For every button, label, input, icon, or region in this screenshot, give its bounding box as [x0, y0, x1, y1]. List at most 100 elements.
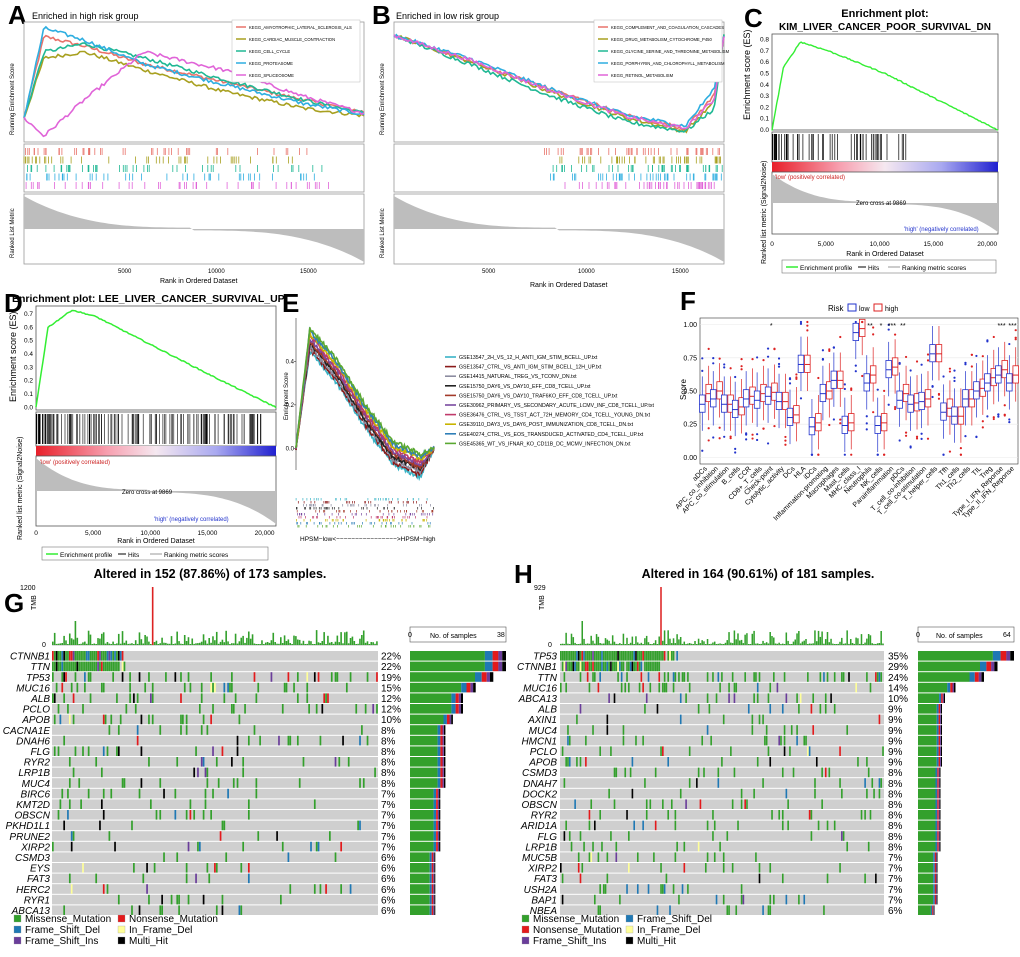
panel-g-percent-19: 7% [381, 842, 396, 853]
panel-c-title-line2: KIM_LIVER_CANCER_POOR_SURVIVAL_DN [779, 22, 991, 33]
panel-g-tmb-bar [174, 643, 177, 645]
panel-h-mutation-cell [601, 651, 603, 661]
panel-g-mutation-cell [330, 672, 333, 682]
panel-h-percent-6: 9% [888, 705, 903, 716]
panel-a-xtick-0: 5000 [118, 269, 132, 275]
panel-h-mutation-cell [633, 820, 635, 831]
panel-g-sample-bar-seg [444, 746, 446, 756]
panel-f-outlier-high [707, 347, 710, 350]
panel-h-mutation-cell [706, 725, 709, 735]
panel-g-mutation-cell [347, 757, 350, 767]
panel-g-mutation-cell [76, 682, 79, 693]
panel-h-mutation-cell [706, 672, 709, 682]
panel-h-mutation-cell [819, 704, 822, 714]
panel-g-mutation-cell [102, 788, 105, 799]
panel-h-tmb-bar [586, 643, 589, 645]
panel-g-tmb-bar [121, 631, 124, 645]
panel-g-sample-bar-seg [429, 873, 432, 884]
panel-e-bottom-label: HPSM−low<−−−−−−−−−−−−−−−−>HPSM−high [300, 536, 436, 543]
panel-h-sample-bar-seg [981, 672, 984, 682]
panel-h-sample-bar-seg [937, 767, 939, 778]
panel-g-tmb-bar [231, 643, 233, 645]
panel-h-mutation-cell [672, 682, 675, 693]
panel-h-mutation-cell [660, 863, 662, 873]
panel-g-mutation-cell [102, 651, 105, 661]
panel-h-mutation-cell [713, 852, 716, 862]
panel-h-tmb-bar [794, 639, 797, 645]
panel-h-mutation-cell [636, 852, 639, 862]
panel-h-tmb-bar [781, 643, 784, 645]
panel-f-outlier-high [718, 426, 721, 429]
panel-g-sample-bar-seg [437, 788, 440, 799]
panel-h-tmb-bar [628, 644, 630, 645]
panel-g-sample-bar-seg [434, 884, 436, 894]
panel-h-gene-muc5b: MUC5B [522, 853, 557, 864]
panel-g-mutation-cell [345, 682, 348, 693]
panel-g-sample-bar-seg [410, 841, 434, 852]
panel-h-tmb-bar [579, 643, 582, 645]
panel-g-mutation-cell [72, 767, 75, 778]
panel-h-sample-bar-seg [918, 884, 934, 894]
panel-g-mutation-cell [185, 714, 188, 725]
panel-g-mutation-cell [95, 651, 98, 661]
panel-h-mutation-cell [769, 757, 772, 767]
panel-h-sample-bar-seg [939, 693, 942, 703]
panel-h-tmb-bar [694, 641, 696, 645]
panel-e-hits [295, 498, 434, 528]
panel-g-sample-bar-seg [410, 651, 485, 661]
panel-g-mutation-cell [321, 704, 324, 714]
panel-g-mutation-cell [349, 672, 352, 682]
panel-h-mutation-cell [588, 852, 591, 862]
panel-h-tmb-bar [653, 643, 655, 645]
panel-h-mutation-cell [565, 820, 567, 831]
panel-f-label: F [680, 286, 696, 316]
panel-g-tmb-bar [362, 630, 365, 645]
panel-g-tmb-bar [334, 641, 337, 645]
panel-g-mutation-cell [70, 651, 73, 661]
panel-g-mutation-cell [159, 778, 162, 788]
panel-g-tmb-bar [295, 636, 297, 645]
panel-h-mutation-cell [798, 704, 800, 714]
panel-g-mutation-cell [210, 810, 212, 820]
panel-h-mutation-cell [649, 682, 652, 693]
panel-g-gene-obscn: OBSCN [14, 811, 50, 822]
panel-g-mutation-cell [200, 725, 203, 735]
panel-g-mutation-cell [89, 651, 92, 661]
panel-h-tmb-bar [629, 642, 632, 645]
panel-h-row-bg [560, 841, 884, 852]
panel-h-tmb-bar [841, 637, 843, 645]
panel-g-mutation-cell [334, 852, 337, 862]
panel-h-sample-bar-seg [918, 810, 936, 820]
panel-h-mutation-cell [613, 661, 616, 672]
panel-h-mutation-cell [688, 778, 691, 788]
panel-g-mutation-cell [68, 651, 71, 661]
panel-h-tmb-bar [776, 643, 779, 645]
panel-h-tmb-bar [670, 643, 673, 645]
panel-g-percent-25: 6% [381, 906, 396, 917]
panel-h-mutation-cell [798, 894, 800, 905]
panel-h-gene-fat3: FAT3 [534, 874, 557, 885]
panel-h-mutation-cell [670, 799, 673, 809]
panel-f-significance: *** [888, 323, 896, 330]
panel-g-mutation-cell [67, 704, 69, 714]
panel-f-legend-low-swatch [847, 303, 857, 312]
panel-g-mutation-cell [117, 725, 120, 735]
panel-g-sample-bar-seg [410, 778, 438, 788]
panel-h-sample-bar-seg [918, 894, 934, 905]
panel-h-tmb-bar [660, 587, 662, 645]
panel-b-metric-area [394, 196, 724, 262]
panel-h-mutation-cell [588, 682, 591, 693]
panel-h-mutation-cell [644, 661, 646, 672]
panel-c-low-label: 'low' (positively correlated) [775, 175, 845, 181]
panel-h-mutation-cell [880, 778, 883, 788]
panel-g-tmb-bar [89, 634, 92, 645]
panel-g-mutation-cell [82, 661, 84, 672]
panel-g-mutation-cell [257, 682, 260, 693]
panel-g-mutation-cell [206, 778, 209, 788]
panel-f-box-low [951, 406, 958, 425]
panel-g-mutation-cell [99, 651, 101, 661]
panel-h-mutation-cell [570, 661, 573, 672]
panel-g-mutation-cell [359, 820, 361, 831]
panel-g-sample-bar-seg [431, 905, 434, 915]
panel-g-mutation-cell [247, 735, 250, 746]
